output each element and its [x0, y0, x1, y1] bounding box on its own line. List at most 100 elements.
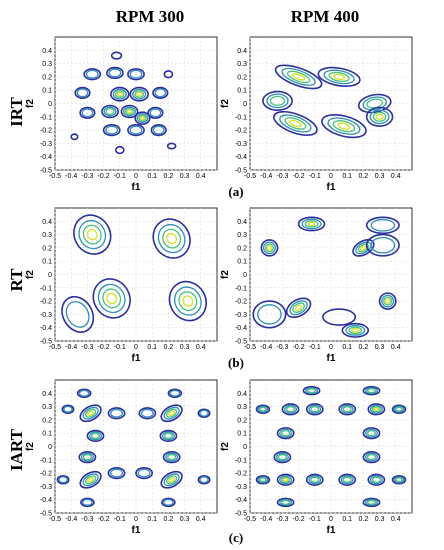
contour-level-3 [383, 296, 393, 306]
x-axis-title: f1 [132, 182, 141, 193]
contour-level-1 [255, 404, 271, 415]
contour-level-1 [114, 145, 125, 155]
contour-level-1 [80, 497, 95, 508]
x-tick-label: 0.1 [342, 516, 352, 523]
contour-level-1 [391, 404, 407, 415]
contour-level-1 [305, 403, 324, 416]
x-axis-title: f1 [132, 353, 141, 364]
y-tick-label: 0.1 [42, 259, 52, 266]
contour-level-3 [332, 120, 356, 133]
contour-level-1 [56, 474, 70, 485]
contour-level-1 [79, 404, 102, 423]
x-tick-label: -0.3 [81, 173, 93, 180]
y-tick-label: -0.1 [235, 114, 247, 121]
contour-level-2 [105, 125, 119, 135]
contour-level-4 [126, 109, 133, 114]
contour-level-2 [305, 387, 319, 395]
contour-level-2 [110, 468, 124, 478]
contour-level-3 [310, 476, 320, 483]
contour-level-4 [291, 73, 306, 81]
contour-level-2 [97, 283, 126, 314]
y-tick-label: -0.5 [40, 339, 52, 346]
contour-level-2 [76, 88, 89, 98]
x-tick-label: -0.1 [309, 344, 321, 351]
contour-level-1 [255, 474, 271, 485]
contour-level-2 [281, 67, 316, 86]
x-tick-label: -0.3 [276, 516, 288, 523]
contour-level-3 [134, 90, 145, 99]
contour-level-2 [279, 475, 293, 485]
contour-level-1 [150, 123, 167, 137]
contour-level-4 [333, 73, 346, 80]
y-tick-label: -0.3 [40, 141, 52, 148]
contour-level-3 [138, 114, 147, 122]
panel-label-a: (a) [228, 184, 243, 199]
y-axis-title: f2 [25, 270, 36, 279]
contour-level-3 [277, 453, 287, 461]
x-tick-label: -0.1 [114, 516, 126, 523]
contour-level-1 [102, 123, 121, 137]
contour-level-2 [365, 498, 378, 506]
x-tick-label: 0.3 [180, 344, 190, 351]
contour-level-1 [367, 473, 386, 486]
contour-level-2 [262, 241, 276, 255]
contour-level-4 [384, 298, 391, 304]
x-tick-label: -0.5 [244, 344, 256, 351]
contour-level-1 [352, 239, 375, 257]
contour-level-1 [285, 297, 312, 319]
panel-label-c: (c) [229, 530, 243, 545]
contour-level-4 [351, 327, 360, 333]
contour-level-1 [127, 123, 145, 137]
contour-level-2 [81, 108, 94, 118]
x-tick-label: -0.5 [49, 344, 61, 351]
contour-level-2 [345, 324, 366, 336]
contour-level-1 [160, 470, 183, 489]
x-tick-label: 0.1 [342, 173, 352, 180]
y-tick-label: 0.3 [237, 61, 247, 68]
contour-level-1 [70, 133, 79, 141]
contour-lines [61, 214, 208, 333]
contour-level-1 [302, 385, 321, 396]
y-tick-label: -0.4 [40, 497, 52, 504]
contour-level-2 [370, 218, 396, 232]
contour-level-3 [82, 224, 102, 245]
y-tick-label: 0.1 [42, 88, 52, 95]
y-tick-label: -0.4 [40, 154, 52, 161]
x-tick-label: 0.2 [359, 516, 369, 523]
contour-level-1 [276, 473, 295, 486]
contour-level-1 [297, 216, 326, 232]
contour-level-2 [149, 108, 162, 118]
y-tick-label: -0.2 [235, 128, 247, 135]
y-tick-label: 0.3 [237, 404, 247, 411]
y-tick-label: -0.1 [40, 114, 52, 121]
contour-level-2 [80, 452, 94, 462]
contour-level-4 [139, 115, 146, 121]
contour-level-1 [120, 104, 139, 119]
contour-level-1 [161, 497, 176, 508]
y-tick-label: 0.4 [237, 391, 247, 398]
contour-level-2 [365, 452, 378, 462]
x-axis-title: f1 [327, 353, 336, 364]
contour-level-1 [73, 214, 112, 255]
contour-level-2 [89, 431, 102, 441]
contour-level-3 [281, 499, 291, 505]
contour-level-2 [340, 404, 354, 414]
contour-level-2 [108, 68, 122, 78]
x-tick-label: 0.4 [196, 173, 206, 180]
y-tick-label: -0.2 [40, 299, 52, 306]
x-tick-label: -0.3 [81, 344, 93, 351]
y-axis-title: f2 [220, 270, 231, 279]
row-label-rt: RT [7, 268, 26, 292]
contour-level-2 [257, 476, 269, 484]
contour-level-1 [92, 278, 131, 319]
contour-level-2 [323, 69, 355, 85]
y-tick-label: 0.2 [237, 245, 247, 252]
y-tick-label: -0.2 [235, 299, 247, 306]
x-tick-label: 0.2 [359, 173, 369, 180]
contour-level-3 [395, 406, 403, 412]
contour-level-3 [366, 429, 377, 437]
contour-level-2 [152, 125, 165, 135]
y-tick-label: 0.3 [42, 61, 52, 68]
contour-level-3 [371, 406, 381, 413]
contour-level-4 [136, 91, 143, 97]
